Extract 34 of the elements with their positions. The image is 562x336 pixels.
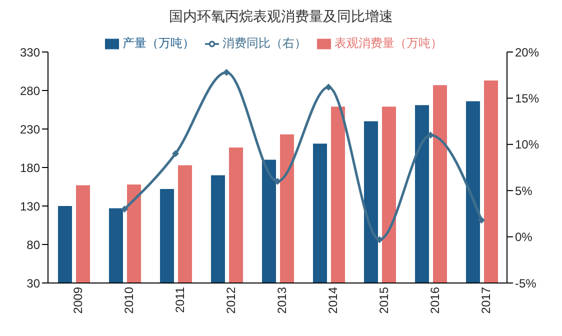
x-tick-label: 2014: [326, 286, 340, 314]
y2-tick-label: 20%: [515, 45, 540, 60]
y-tick-label: 230: [20, 122, 40, 136]
y2-tick-label: 0%: [515, 230, 533, 244]
point: [376, 236, 383, 244]
point: [121, 206, 128, 213]
x-tick-label: 2015: [377, 286, 392, 314]
point: [325, 84, 332, 91]
y-tick-label: 130: [20, 199, 40, 214]
y-tick-label: 80: [26, 238, 40, 252]
legend-label: 消费同比（右）: [222, 36, 306, 50]
legend-label: 表观消费量（万吨）: [334, 36, 442, 50]
x-tick-label: 2011: [173, 286, 188, 313]
x-tick-label: 2012: [224, 286, 238, 314]
y2-tick-label: -5%: [515, 276, 537, 290]
point: [172, 150, 179, 158]
y2-tick-label: 15%: [515, 91, 540, 106]
x-tick-label: 2013: [275, 286, 290, 314]
x-tick-label: 2010: [122, 286, 136, 314]
point: [427, 132, 434, 139]
point: [478, 216, 485, 224]
legend-label: 产量（万吨）: [122, 36, 194, 50]
y-tick-label: 30: [26, 276, 40, 290]
y-tick-label: 180: [20, 160, 40, 175]
x-tick-label: 2009: [71, 286, 86, 314]
chart-title: 国内环氧丙烷表观消费量及同比增速: [168, 8, 394, 26]
x-tick-label: 2017: [479, 286, 494, 314]
y-tick-label: 330: [20, 45, 40, 60]
x-tick-label: 2016: [428, 286, 442, 314]
y2-tick-label: 10%: [515, 138, 540, 152]
point: [223, 68, 230, 76]
y2-tick-label: 5%: [515, 184, 533, 198]
point: [274, 178, 281, 185]
y-tick-label: 280: [20, 84, 40, 98]
